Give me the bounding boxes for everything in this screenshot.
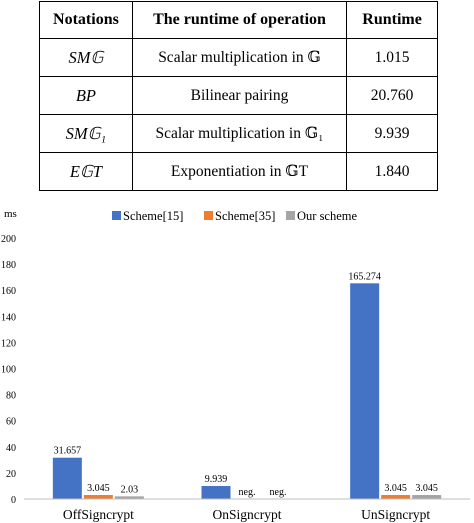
table-row: BP Bilinear pairing 20.760 (39, 76, 438, 115)
notation-cell: SM𝔾 (39, 38, 133, 77)
operation-cell: Scalar multiplication in 𝔾₁ (131, 114, 348, 153)
runtime-cell: 1.015 (346, 38, 438, 77)
bar-data-label: 2.03 (121, 484, 139, 495)
header-notations: Notations (39, 1, 133, 39)
legend-swatch (286, 211, 295, 220)
x-tick-label: UnSigncrypt (361, 507, 430, 522)
x-axis-labels: OffSigncrypt OnSigncrypt UnSigncrypt (63, 507, 431, 522)
y-axis-label: ms (4, 208, 17, 220)
x-tick-label: OffSigncrypt (63, 507, 134, 522)
runtime-table: Notations The runtime of operation Runti… (39, 1, 438, 191)
legend-swatch (112, 211, 121, 220)
legend-label: Scheme[35] (215, 209, 275, 223)
bar-data-label: 31.657 (54, 446, 82, 457)
y-tick-label: 80 (6, 391, 16, 402)
table-row: SM𝔾₁ Scalar multiplication in 𝔾₁ 9.939 (39, 114, 438, 153)
y-tick-label: 160 (1, 286, 16, 297)
bar-scheme-35-offsigncrypt (83, 495, 113, 499)
y-tick-label: 200 (1, 234, 16, 245)
bar-scheme-15-unsigncrypt (350, 283, 380, 499)
bar-scheme-15-offsigncrypt (52, 457, 82, 499)
bar-data-label: 165.274 (348, 271, 381, 282)
y-tick-label: 0 (11, 495, 16, 506)
chart-bars: 31.657 3.045 2.03 9.939 neg. neg. 165.274 3.045… (52, 271, 442, 499)
y-tick-label: 20 (6, 469, 16, 480)
runtime-cell: 1.840 (346, 152, 438, 191)
bar-our-scheme-offsigncrypt (114, 496, 144, 499)
y-tick-label: 100 (1, 365, 16, 376)
notation-cell: SM𝔾₁ (39, 114, 133, 153)
y-tick-label: 40 (6, 443, 16, 454)
table-header-row: Notations The runtime of operation Runti… (39, 1, 438, 39)
runtime-bar-chart: Scheme[15] Scheme[35] Our scheme ms 0 20 40 6… (1, 208, 470, 522)
legend-label: Our scheme (297, 209, 357, 223)
header-operation: The runtime of operation (131, 1, 348, 39)
bar-data-label: 3.045 (415, 483, 438, 494)
operation-cell: Scalar multiplication in 𝔾 (131, 38, 348, 77)
legend-label: Scheme[15] (123, 209, 183, 223)
bar-our-scheme-unsigncrypt (412, 495, 442, 499)
bar-data-label: 3.045 (87, 483, 110, 494)
bar-data-label: 3.045 (384, 483, 407, 494)
bar-scheme-15-onsigncrypt (201, 486, 231, 499)
bar-data-label: neg. (239, 487, 256, 498)
table-row: E𝔾T Exponentiation in 𝔾T 1.840 (39, 152, 438, 191)
bar-scheme-35-unsigncrypt (381, 495, 411, 499)
operation-cell: Exponentiation in 𝔾T (131, 152, 348, 191)
y-tick-label: 60 (6, 417, 16, 428)
notation-cell: E𝔾T (39, 152, 133, 191)
runtime-cell: 20.760 (346, 76, 438, 115)
legend-swatch (204, 211, 213, 220)
operation-cell: Bilinear pairing (131, 76, 348, 115)
y-tick-label: 120 (1, 338, 16, 349)
runtime-cell: 9.939 (346, 114, 438, 153)
table-row: SM𝔾 Scalar multiplication in 𝔾 1.015 (39, 38, 438, 77)
y-tick-label: 180 (1, 260, 16, 271)
y-tick-label: 140 (1, 312, 16, 323)
bar-data-label: neg. (270, 487, 287, 498)
runtime-table-container: Notations The runtime of operation Runti… (39, 1, 438, 191)
x-tick-label: OnSigncrypt (213, 507, 282, 522)
chart-legend: Scheme[15] Scheme[35] Our scheme (112, 209, 357, 223)
notation-cell: BP (39, 76, 133, 115)
y-axis-ticks: 0 20 40 60 80 100 120 140 160 180 200 (1, 234, 16, 506)
header-runtime: Runtime (346, 1, 438, 39)
bar-data-label: 9.939 (205, 474, 228, 485)
